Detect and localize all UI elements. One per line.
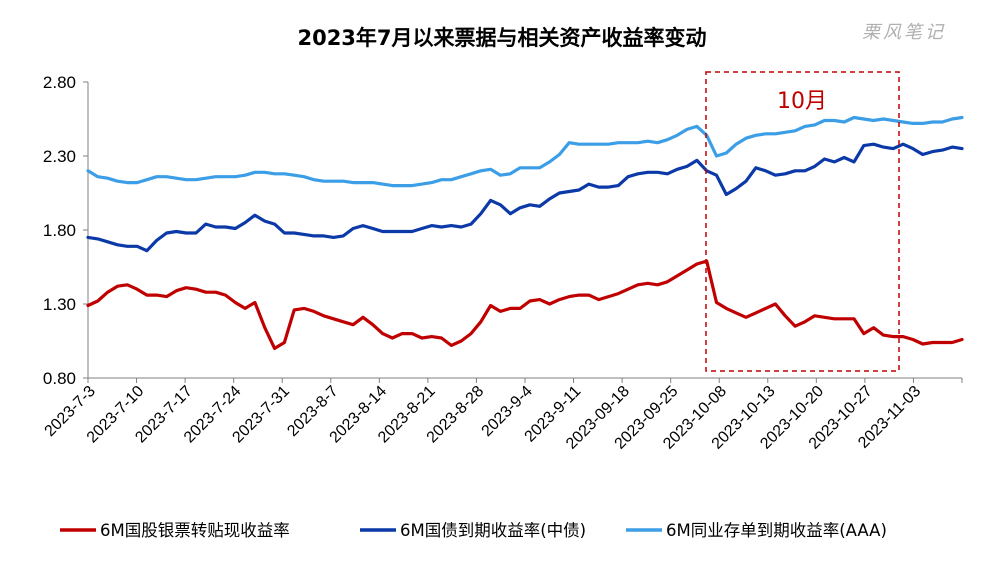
annotation-group: 10月 <box>705 71 900 372</box>
y-tick-label: 0.80 <box>43 369 76 388</box>
series-line-3 <box>86 115 964 188</box>
axes: 0.801.301.802.302.802023-7-32023-7-10202… <box>42 73 963 453</box>
legend-label-1: 6M国股银票转贴现收益率 <box>100 521 290 540</box>
series-lines <box>86 115 964 350</box>
y-tick-label: 1.30 <box>43 295 76 314</box>
series-line-1 <box>86 259 964 350</box>
october-highlight-box <box>705 71 900 372</box>
legend: 6M国股银票转贴现收益率 6M国债到期收益率(中债) 6M同业存单到期收益率(AAA… <box>60 521 887 540</box>
annotation-label: 10月 <box>777 89 827 114</box>
chart-title: 2023年7月以来票据与相关资产收益率变动 <box>297 26 707 50</box>
watermark: 栗风笔记 <box>862 22 946 43</box>
legend-label-3: 6M同业存单到期收益率(AAA) <box>666 521 887 540</box>
y-tick-label: 2.30 <box>43 147 76 166</box>
legend-label-2: 6M国债到期收益率(中债) <box>400 521 586 540</box>
y-tick-label: 2.80 <box>43 73 76 92</box>
series-line-2 <box>86 142 964 253</box>
y-tick-label: 1.80 <box>43 221 76 240</box>
